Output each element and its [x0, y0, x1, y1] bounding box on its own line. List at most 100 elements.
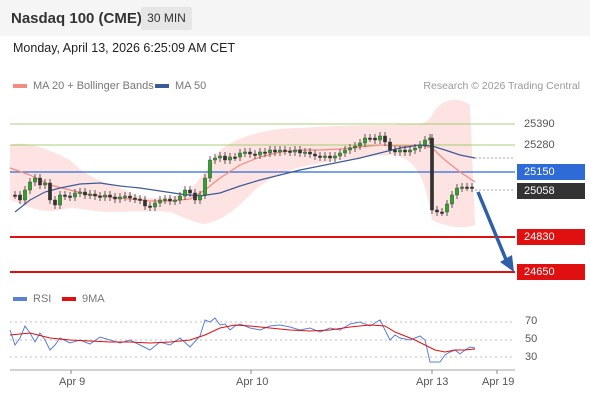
candle-body — [283, 149, 287, 152]
candle-body — [118, 196, 122, 200]
candle-body — [323, 155, 327, 158]
rsi-ma9-line — [9, 324, 476, 353]
candle-body — [273, 149, 277, 153]
candle-body — [333, 155, 337, 159]
candle-body — [73, 192, 77, 198]
candle-body — [43, 182, 47, 186]
ma50-swatch — [155, 84, 169, 88]
candle-body — [33, 177, 37, 183]
candle-body — [223, 155, 227, 161]
candle-body — [343, 149, 347, 154]
ma50-label: MA 50 — [175, 80, 207, 92]
candle-body — [148, 205, 152, 208]
candle-body — [138, 198, 142, 201]
rsi-label: RSI — [33, 293, 52, 305]
level-label-25390: 25390 — [524, 118, 555, 130]
candle-body — [408, 149, 412, 153]
candle-body — [88, 193, 92, 196]
candle-body — [63, 194, 67, 197]
candle-body — [268, 149, 272, 154]
candle-body — [78, 191, 82, 194]
candle-body — [308, 151, 312, 155]
x-label-apr13: Apr 13 — [416, 376, 449, 388]
candle-body — [388, 141, 392, 151]
candle-body — [440, 211, 444, 214]
candle-body — [435, 209, 439, 213]
candle-body — [203, 177, 207, 196]
x-label-apr10: Apr 10 — [236, 376, 269, 388]
candle-body — [263, 151, 267, 154]
candle-body — [278, 149, 282, 153]
rsi-level-70: 70 — [525, 315, 538, 327]
candle-body — [303, 151, 307, 154]
candle-body — [378, 135, 382, 141]
x-label-apr9: Apr 9 — [59, 376, 86, 388]
candle-body — [430, 137, 434, 211]
candle-body — [218, 155, 222, 159]
candle-body — [198, 194, 202, 201]
candle-body — [338, 152, 342, 157]
candle-body — [108, 194, 112, 198]
candle-body — [450, 194, 454, 205]
forecast-arrow — [476, 191, 509, 263]
candle-body — [313, 153, 317, 157]
candle-body — [398, 149, 402, 153]
candle-body — [53, 199, 57, 206]
candle-body — [470, 186, 474, 189]
ma9-label: 9MA — [82, 293, 105, 305]
candle-body — [413, 147, 417, 151]
candle-body — [193, 192, 197, 201]
candle-body — [188, 189, 192, 194]
timeframe-button[interactable]: 30 MIN — [141, 7, 192, 30]
candle-body — [123, 195, 127, 198]
chart-header: Nasdaq 100 (CME) 30 MIN — [0, 0, 590, 36]
research-credit: Research © 2026 Trading Central — [423, 80, 580, 92]
candle-body — [233, 156, 237, 159]
timestamp: Monday, April 13, 2026 6:25:09 AM CET — [13, 41, 236, 55]
forecast-arrow-head — [500, 255, 514, 272]
instrument-title: Nasdaq 100 (CME) — [11, 10, 142, 27]
candle-body — [348, 147, 352, 151]
candle-body — [368, 137, 372, 140]
candle-body — [18, 194, 22, 201]
candle-body — [363, 137, 367, 144]
candle-body — [93, 193, 97, 197]
candle-body — [208, 159, 212, 179]
candle-body — [178, 195, 182, 201]
level-label-24830: 24830 — [517, 229, 585, 245]
candle-body — [183, 189, 187, 197]
candle-body — [423, 139, 427, 146]
candle-body — [328, 155, 332, 159]
candle-body — [38, 177, 42, 186]
rsi-level-30: 30 — [525, 351, 538, 363]
candle-body — [168, 198, 172, 202]
candle-body — [163, 198, 167, 201]
ma9-swatch — [62, 297, 76, 301]
candle-body — [128, 195, 132, 199]
candle-body — [455, 187, 459, 196]
candle-body — [28, 181, 32, 191]
candle-body — [373, 137, 377, 141]
candle-body — [158, 199, 162, 204]
candle-body — [248, 151, 252, 155]
candle-body — [383, 135, 387, 143]
x-label-apr19: Apr 19 — [482, 376, 515, 388]
candle-body — [465, 186, 469, 189]
legend-ma50: MA 50 — [155, 80, 206, 92]
candle-body — [238, 152, 242, 158]
level-label-25280: 25280 — [524, 139, 555, 151]
candle-body — [98, 195, 102, 198]
bollinger-label: MA 20 + Bollinger Bands — [33, 80, 154, 92]
level-label-25150: 25150 — [517, 164, 585, 180]
bollinger-swatch — [13, 84, 27, 88]
candle-body — [228, 156, 232, 161]
candle-body — [133, 197, 137, 200]
candle-body — [258, 151, 262, 156]
rsi-level-50: 50 — [525, 333, 538, 345]
level-label-24650: 24650 — [517, 264, 585, 280]
candle-body — [293, 149, 297, 153]
ma9-legend: 9MA — [62, 293, 105, 305]
candle-body — [460, 186, 464, 189]
candle-body — [58, 194, 62, 206]
